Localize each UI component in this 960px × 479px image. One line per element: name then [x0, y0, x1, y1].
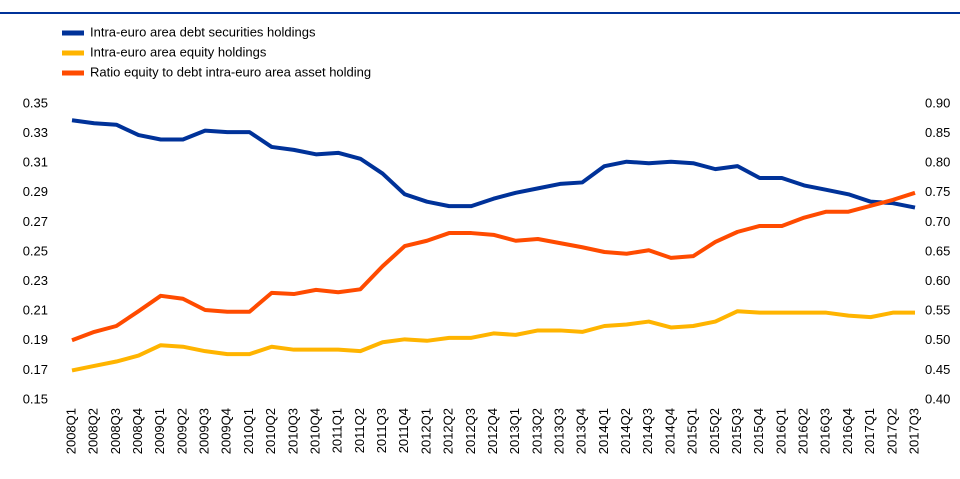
- y-tick-label: 0.21: [23, 303, 48, 318]
- y2-tick-label: 0.50: [925, 332, 950, 347]
- x-tick-label: 2014Q2: [618, 408, 633, 454]
- x-tick-label: 2008Q4: [130, 408, 145, 454]
- x-tick-label: 2014Q3: [640, 408, 655, 454]
- x-tick-label: 2016Q4: [840, 408, 855, 454]
- y2-tick-label: 0.40: [925, 391, 950, 406]
- x-tick-label: 2016Q3: [818, 408, 833, 454]
- x-tick-label: 2013Q4: [574, 408, 589, 454]
- y-tick-label: 0.23: [23, 273, 48, 288]
- legend-label: Intra-euro area debt securities holdings: [90, 24, 316, 39]
- x-tick-label: 2016Q2: [796, 408, 811, 454]
- x-tick-label: 2014Q1: [596, 408, 611, 454]
- x-tick-label: 2012Q4: [485, 408, 500, 454]
- series-line: [71, 118, 916, 210]
- x-tick-label: 2010Q1: [241, 408, 256, 454]
- y-tick-label: 0.15: [23, 391, 48, 406]
- y-tick-label: 0.19: [23, 332, 48, 347]
- x-tick-label: 2010Q4: [307, 408, 322, 454]
- legend-label: Intra-euro area equity holdings: [90, 44, 267, 59]
- y-tick-label: 0.33: [23, 125, 48, 140]
- x-tick-label: 2012Q2: [441, 408, 456, 454]
- x-tick-label: 2011Q2: [352, 408, 367, 453]
- x-tick-label: 2015Q4: [751, 408, 766, 454]
- x-tick-label: 2008Q1: [63, 408, 78, 454]
- x-tick-label: 2017Q3: [906, 408, 921, 454]
- x-tick-label: 2009Q3: [197, 408, 212, 454]
- y-tick-label: 0.31: [23, 155, 48, 170]
- x-tick-label: 2009Q2: [174, 408, 189, 454]
- series-line: [71, 190, 916, 343]
- y2-tick-label: 0.65: [925, 243, 950, 258]
- x-tick-label: 2012Q1: [418, 408, 433, 454]
- y2-tick-label: 0.60: [925, 273, 950, 288]
- y2-tick-label: 0.45: [925, 362, 950, 377]
- x-tick-label: 2017Q1: [862, 408, 877, 454]
- y-tick-label: 0.29: [23, 184, 48, 199]
- y-tick-label: 0.35: [23, 95, 48, 110]
- legend-label: Ratio equity to debt intra-euro area ass…: [90, 64, 371, 79]
- x-tick-label: 2012Q3: [463, 408, 478, 454]
- x-tick-label: 2013Q3: [551, 408, 566, 454]
- x-tick-label: 2013Q2: [529, 408, 544, 454]
- y2-tick-label: 0.85: [925, 125, 950, 140]
- x-tick-label: 2008Q3: [108, 408, 123, 454]
- x-tick-label: 2015Q1: [685, 408, 700, 454]
- x-tick-label: 2013Q1: [507, 408, 522, 454]
- x-tick-label: 2017Q2: [884, 408, 899, 454]
- x-tick-label: 2011Q3: [374, 408, 389, 453]
- x-tick-label: 2010Q3: [285, 408, 300, 454]
- x-tick-label: 2011Q4: [396, 408, 411, 453]
- x-tick-label: 2015Q2: [707, 408, 722, 454]
- y2-tick-label: 0.80: [925, 155, 950, 170]
- x-tick-label: 2008Q2: [86, 408, 101, 454]
- y2-tick-label: 0.55: [925, 303, 950, 318]
- x-tick-label: 2015Q3: [729, 408, 744, 454]
- series-line: [71, 309, 915, 373]
- y2-tick-label: 0.90: [925, 95, 950, 110]
- x-tick-label: 2016Q1: [773, 408, 788, 454]
- x-tick-label: 2011Q1: [330, 408, 345, 453]
- x-tick-label: 2009Q4: [219, 408, 234, 454]
- x-tick-label: 2014Q4: [662, 408, 677, 454]
- y2-tick-label: 0.75: [925, 184, 950, 199]
- y-tick-label: 0.25: [23, 243, 48, 258]
- y-tick-label: 0.17: [23, 362, 48, 377]
- y2-tick-label: 0.70: [925, 214, 950, 229]
- x-tick-label: 2010Q2: [263, 408, 278, 454]
- y-tick-label: 0.27: [23, 214, 48, 229]
- x-tick-label: 2009Q1: [152, 408, 167, 454]
